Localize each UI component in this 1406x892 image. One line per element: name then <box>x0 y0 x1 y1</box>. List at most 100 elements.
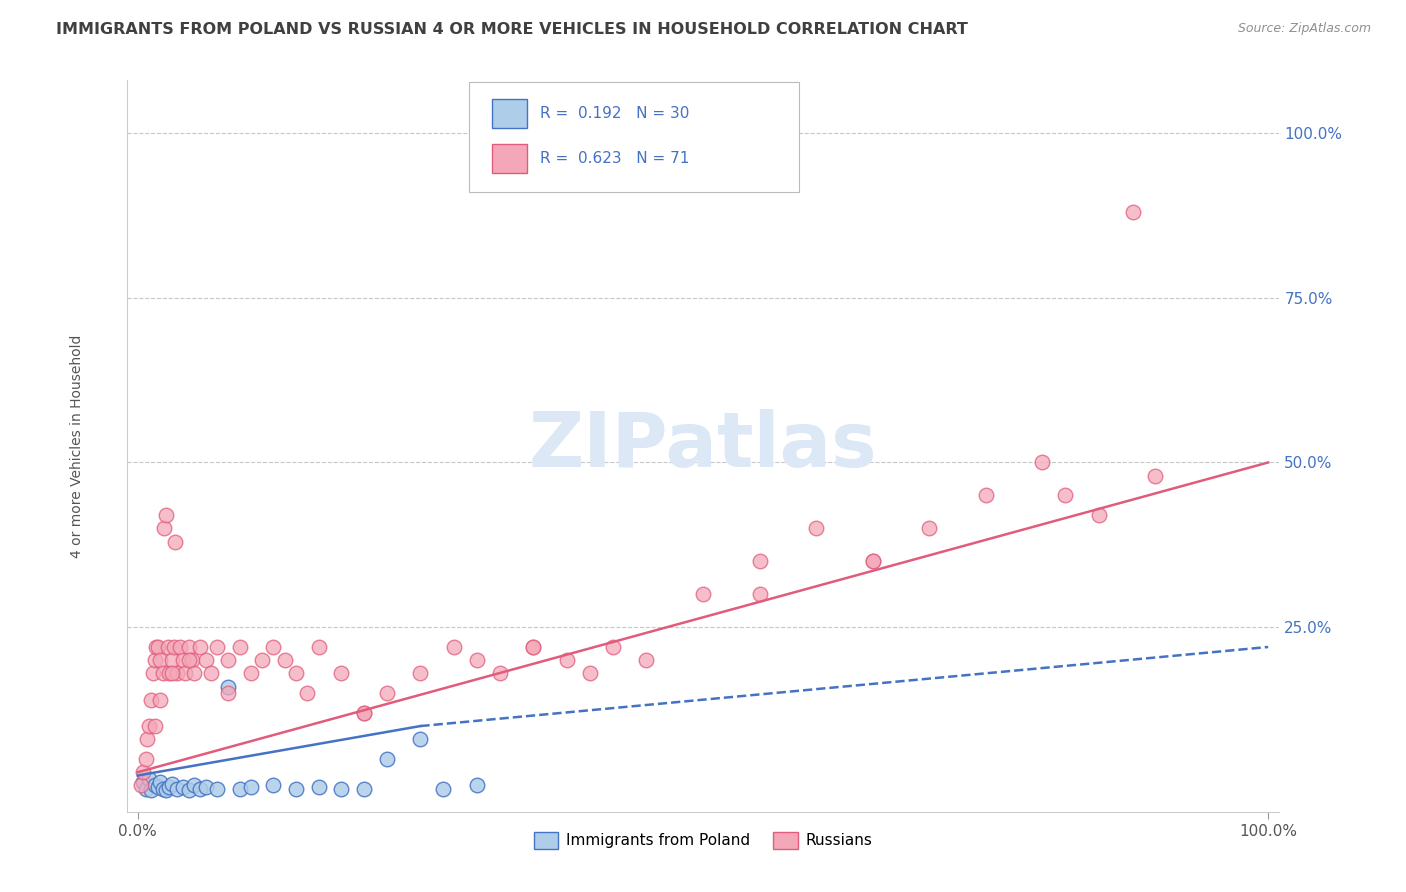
Point <box>579 666 602 681</box>
Point <box>166 666 188 681</box>
Point <box>274 653 297 667</box>
Point <box>862 554 884 568</box>
Point <box>228 640 250 654</box>
Point <box>153 521 176 535</box>
Point <box>1053 488 1076 502</box>
Point <box>330 781 353 796</box>
Point <box>149 775 172 789</box>
Point <box>152 781 174 796</box>
Point <box>375 686 398 700</box>
Text: R =  0.623   N = 71: R = 0.623 N = 71 <box>540 151 690 166</box>
Point <box>353 781 375 796</box>
Legend: Immigrants from Poland, Russians: Immigrants from Poland, Russians <box>527 825 879 855</box>
Point <box>205 781 228 796</box>
Point <box>149 653 172 667</box>
Point <box>1144 468 1167 483</box>
Point <box>194 653 217 667</box>
Point <box>692 587 714 601</box>
Point <box>239 666 262 681</box>
Point <box>159 666 181 681</box>
Point <box>172 780 194 794</box>
Point <box>174 666 197 681</box>
Point <box>1121 205 1143 219</box>
Point <box>205 640 228 654</box>
Point <box>160 666 183 681</box>
Point <box>200 666 222 681</box>
Point <box>522 640 544 654</box>
Point <box>188 640 211 654</box>
Point <box>748 587 770 601</box>
Point <box>228 781 250 796</box>
Point <box>239 780 262 794</box>
Point <box>143 719 166 733</box>
Point <box>602 640 624 654</box>
Point <box>263 640 285 654</box>
Point <box>217 686 239 700</box>
Point <box>141 783 163 797</box>
Point <box>138 772 160 786</box>
Point <box>285 666 308 681</box>
Point <box>177 653 200 667</box>
Point <box>409 666 432 681</box>
Point <box>149 692 172 706</box>
Point <box>488 666 510 681</box>
Point <box>181 653 204 667</box>
Point <box>132 765 155 780</box>
Point <box>152 666 174 681</box>
Point <box>148 640 170 654</box>
Point <box>557 653 579 667</box>
Point <box>160 653 183 667</box>
Point <box>308 780 330 794</box>
Point <box>129 778 152 792</box>
Point <box>1087 508 1109 523</box>
Point <box>135 781 157 796</box>
Point <box>465 653 488 667</box>
Point <box>263 778 285 792</box>
Point <box>165 534 187 549</box>
Point <box>148 780 170 794</box>
Point <box>177 783 200 797</box>
Point <box>172 653 194 667</box>
Text: 4 or more Vehicles in Household: 4 or more Vehicles in Household <box>70 334 84 558</box>
Point <box>183 778 205 792</box>
Point <box>330 666 353 681</box>
Point <box>375 752 398 766</box>
Point <box>443 640 465 654</box>
Point <box>217 680 239 694</box>
Point <box>138 719 160 733</box>
Point <box>166 781 188 796</box>
Point <box>297 686 319 700</box>
Point <box>155 783 177 797</box>
Point <box>1031 455 1053 469</box>
Point <box>141 666 163 681</box>
FancyBboxPatch shape <box>470 82 799 192</box>
Text: IMMIGRANTS FROM POLAND VS RUSSIAN 4 OR MORE VEHICLES IN HOUSEHOLD CORRELATION CH: IMMIGRANTS FROM POLAND VS RUSSIAN 4 OR M… <box>56 22 969 37</box>
Point <box>143 653 166 667</box>
Point <box>135 752 157 766</box>
Point <box>465 778 488 792</box>
Text: Source: ZipAtlas.com: Source: ZipAtlas.com <box>1237 22 1371 36</box>
Point <box>353 706 375 720</box>
Point <box>157 640 180 654</box>
Point <box>285 781 308 796</box>
Point <box>141 692 163 706</box>
Point <box>163 640 186 654</box>
FancyBboxPatch shape <box>492 99 527 128</box>
Text: ZIPatlas: ZIPatlas <box>529 409 877 483</box>
Point <box>155 508 177 523</box>
Point <box>409 732 432 747</box>
Point <box>522 640 544 654</box>
Point <box>145 640 167 654</box>
Point <box>217 653 239 667</box>
Point <box>169 640 191 654</box>
Point <box>748 554 770 568</box>
Point <box>194 780 217 794</box>
Point <box>250 653 273 667</box>
Point <box>353 706 375 720</box>
Point <box>432 781 454 796</box>
Text: R =  0.192   N = 30: R = 0.192 N = 30 <box>540 105 690 120</box>
Point <box>159 780 181 794</box>
Point <box>183 666 205 681</box>
Point <box>918 521 941 535</box>
Point <box>143 778 166 792</box>
